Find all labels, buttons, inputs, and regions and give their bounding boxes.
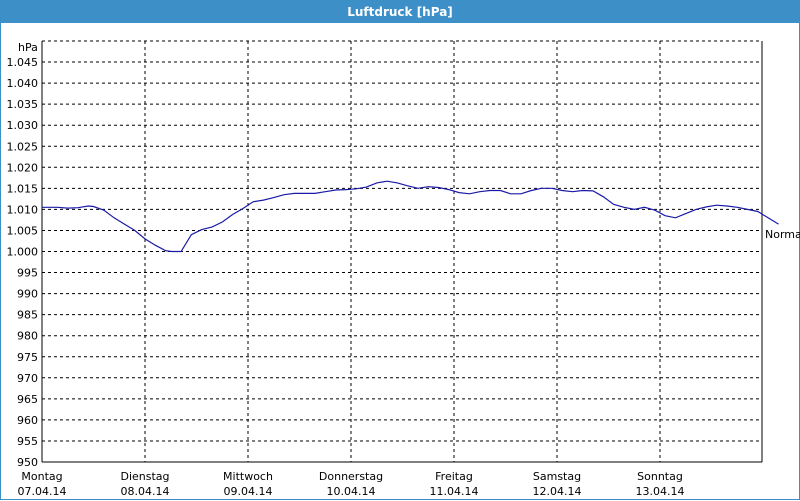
y-tick-label: 960 — [17, 414, 38, 427]
y-tick-label: 1.035 — [7, 98, 39, 111]
y-tick-label: 1.020 — [7, 161, 39, 174]
x-tick-day: Mittwoch — [223, 470, 273, 483]
y-tick-label: 1.045 — [7, 56, 39, 69]
y-tick-label: 985 — [17, 309, 38, 322]
y-tick-label: 1.010 — [7, 203, 39, 216]
x-tick-date: 12.04.14 — [533, 485, 582, 498]
x-tick-day: Montag — [21, 470, 62, 483]
y-tick-label: 1.040 — [7, 77, 39, 90]
y-tick-label: 1.030 — [7, 119, 39, 132]
normal-annotation: Normal — [765, 228, 800, 241]
x-tick-date: 11.04.14 — [430, 485, 479, 498]
x-tick-date: 10.04.14 — [327, 485, 376, 498]
pressure-series-line — [42, 180, 779, 253]
y-tick-label: 1.025 — [7, 140, 39, 153]
x-tick-day: Sonntag — [637, 470, 683, 483]
y-tick-label: 995 — [17, 267, 38, 280]
chart-title: Luftdruck [hPa] — [1, 1, 799, 23]
x-tick-day: Donnerstag — [319, 470, 383, 483]
y-tick-label: 1.015 — [7, 182, 39, 195]
y-tick-label: 990 — [17, 288, 38, 301]
y-tick-label: 950 — [17, 456, 38, 469]
y-tick-label: 1.000 — [7, 246, 39, 259]
y-tick-label: 1.005 — [7, 224, 39, 237]
y-tick-label: 980 — [17, 330, 38, 343]
y-tick-label: 975 — [17, 351, 38, 364]
x-tick-day: Dienstag — [120, 470, 169, 483]
x-tick-day: Freitag — [435, 470, 473, 483]
x-tick-date: 08.04.14 — [121, 485, 170, 498]
x-tick-date: 13.04.14 — [636, 485, 685, 498]
y-tick-label: 970 — [17, 372, 38, 385]
y-axis-label: hPa — [18, 41, 38, 54]
x-tick-date: 09.04.14 — [224, 485, 273, 498]
x-tick-date: 07.04.14 — [18, 485, 67, 498]
x-tick-day: Samstag — [533, 470, 581, 483]
y-tick-label: 965 — [17, 393, 38, 406]
y-tick-label: 955 — [17, 435, 38, 448]
